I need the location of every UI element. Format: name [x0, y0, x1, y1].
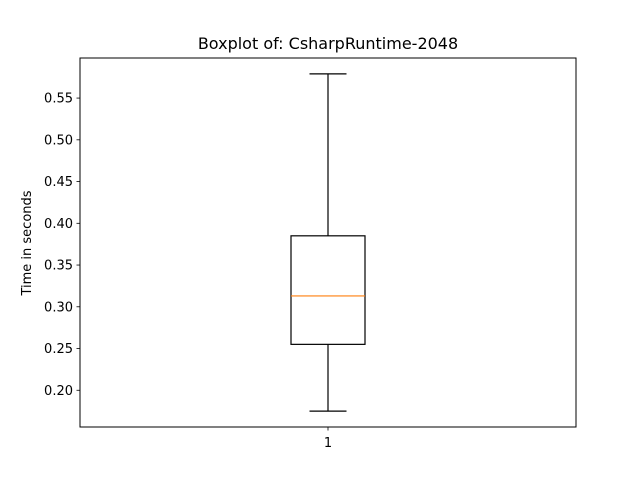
y-tick-label: 0.35: [44, 259, 73, 274]
y-tick-label: 0.30: [44, 300, 73, 315]
y-axis-ticks: 0.20 0.25 0.30 0.35 0.40 0.45 0.50 0.55: [44, 92, 80, 399]
y-tick-label: 0.55: [44, 92, 73, 107]
y-tick-label: 0.20: [44, 384, 73, 399]
y-tick-label: 0.45: [44, 175, 73, 190]
iqr-box: [290, 235, 366, 345]
axes-frame: [79, 57, 577, 428]
y-tick-label: 0.50: [44, 133, 73, 148]
chart-title: Boxplot of: CsharpRuntime-2048: [198, 34, 458, 53]
x-axis-ticks: 1: [324, 427, 332, 451]
plot-marks: [290, 73, 366, 412]
x-tick-label: 1: [324, 436, 332, 451]
y-axis-label: Time in seconds: [20, 190, 35, 296]
y-tick-label: 0.25: [44, 342, 73, 357]
y-tick-label: 0.40: [44, 217, 73, 232]
